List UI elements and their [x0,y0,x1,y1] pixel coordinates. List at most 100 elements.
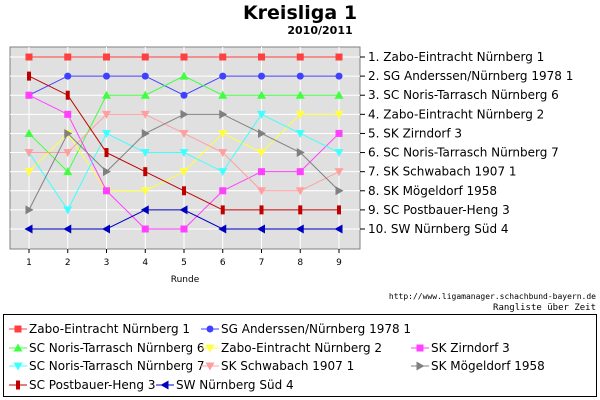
legend-label: SC Noris-Tarrasch Nürnberg 6 [29,340,205,355]
x-tick-label: 6 [220,258,226,268]
series-point-3 [295,110,305,119]
series-point-1 [64,72,72,80]
plot-area [9,46,361,250]
legend-swatch [156,380,174,389]
series-point-9 [334,224,343,234]
legend-swatch [9,380,27,389]
series-point-0 [180,53,188,61]
series-point-5 [334,149,344,158]
rank-label: 8. SK Mögeldorf 1958 [368,184,497,198]
series-point-6 [179,129,189,138]
series-point-4 [258,168,265,176]
series-point-0 [258,53,265,61]
series-point-8 [65,90,70,100]
series-point-9 [257,224,265,234]
series-point-4 [180,225,188,233]
series-point-2 [295,90,305,99]
series-point-7 [25,205,34,215]
series-point-5 [102,129,111,138]
legend-swatch [201,344,219,352]
rank-label: 1. Zabo-Eintracht Nürnberg 1 [368,50,544,64]
series-point-7 [64,128,73,138]
x-tick-label: 2 [65,258,71,268]
series-point-6 [102,110,111,119]
legend: Zabo-Eintracht Nürnberg 1 SG Anderssen/Nü… [3,314,597,397]
legend-swatch [9,343,27,351]
series-point-4 [103,187,110,195]
series-point-1 [103,72,110,80]
legend-swatch [411,344,429,351]
series-point-9 [140,205,149,215]
series-point-5 [140,149,150,158]
series-point-7 [335,186,344,196]
series-point-1 [141,72,149,80]
series-point-4 [335,129,343,137]
legend-swatch [201,325,219,333]
series-point-2 [102,90,111,99]
series-point-4 [64,110,72,118]
series-point-9 [295,224,304,234]
series-point-5 [257,110,266,119]
series-point-1 [219,72,227,80]
legend-swatch [411,361,429,371]
series-point-8 [259,205,264,215]
series-point-1 [335,72,343,80]
series-point-5 [63,206,73,215]
legend-swatch [9,362,27,371]
legend-swatch [201,362,219,371]
series-point-9 [63,224,72,234]
series-point-7 [258,128,266,138]
legend-label: SK Mögeldorf 1958 [431,359,545,373]
rank-label: 10. SW Nürnberg Süd 4 [368,222,509,236]
series-point-6 [257,187,266,196]
chart-title: Kreisliga 1 [242,2,358,24]
series-point-7 [296,148,305,158]
series-point-6 [63,149,73,158]
rank-label: 4. Zabo-Eintracht Nürnberg 2 [368,107,544,121]
series-point-1 [258,72,265,80]
series-point-5 [179,149,189,158]
series-point-7 [141,128,150,138]
series-point-4 [219,187,227,195]
series-point-2 [334,90,344,99]
series-point-4 [25,91,33,99]
series-point-0 [103,53,110,61]
series-point-0 [335,53,343,61]
series-point-3 [218,129,228,138]
x-axis-label: Runde [171,275,200,285]
series-point-9 [179,205,188,215]
series-point-9 [218,224,227,234]
series-point-8 [104,148,109,158]
series-point-6 [295,187,305,196]
series-point-4 [141,225,149,233]
series-point-2 [24,128,34,137]
rank-label: 7. SK Schwabach 1907 1 [368,165,517,179]
series-point-6 [218,149,228,158]
rank-label: 3. SC Noris-Tarrasch Nürnberg 6 [368,88,559,102]
series-point-2 [179,71,189,80]
legend-label: Zabo-Eintracht Nürnberg 1 [29,322,191,336]
series-point-6 [24,149,34,158]
series-point-8 [298,205,303,215]
chart-caption: Rangliste über Zeit [493,303,596,313]
series-point-3 [179,168,189,177]
chart-subtitle: 2010/2011 [287,24,353,37]
series-point-2 [257,90,266,99]
series-point-1 [296,72,304,80]
rank-label: 9. SC Postbauer-Heng 3 [368,203,510,217]
source-url[interactable]: http://www.ligamanager.schachbund-bayern… [388,292,596,301]
series-point-8 [220,205,225,215]
series-point-8 [143,167,148,177]
series-point-2 [140,90,150,99]
series-point-8 [27,71,31,81]
legend-label: Zabo-Eintracht Nürnberg 2 [221,340,383,355]
series-point-9 [102,224,110,234]
x-tick-label: 3 [104,258,110,268]
series-point-3 [140,187,150,196]
legend-label: SC Noris-Tarrasch Nürnberg 7 [29,359,205,373]
series-point-8 [337,205,341,215]
ranking-chart: 1 2 3 4 5 6 7 8 9 Runde 1. Zabo-Eintracht Nürnberg… [9,46,573,285]
series-point-6 [334,168,344,177]
series-point-3 [334,110,344,119]
series-point-0 [141,53,149,61]
